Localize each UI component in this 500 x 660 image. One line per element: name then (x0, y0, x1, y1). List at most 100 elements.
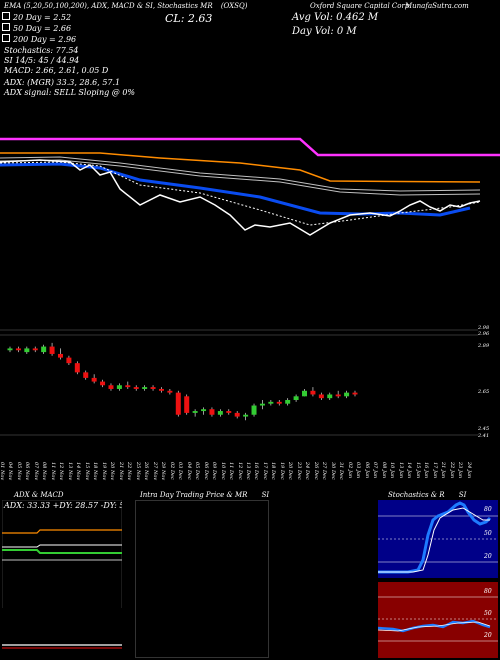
si-tick: 50 (484, 610, 492, 617)
candle-body (192, 411, 198, 413)
candle-body (243, 414, 249, 417)
date-label: 22 Jan (448, 462, 455, 479)
date-label: 14 Jan (406, 462, 413, 479)
date-label: 13 Jan (397, 462, 404, 479)
date-label: 11 Nov (49, 462, 56, 481)
date-label: 23 Dec (295, 462, 302, 480)
candle-body (15, 348, 21, 351)
legend-200: 200 Day = 2.96 (2, 34, 76, 45)
date-label: 06 Jan (363, 462, 370, 479)
date-label: 08 Jan (380, 462, 387, 479)
date-label: 13 Dec (244, 462, 251, 480)
ema-chart (0, 137, 500, 236)
candle-body (158, 388, 164, 391)
candle-body (150, 387, 156, 389)
date-label: 12 Dec (236, 462, 243, 480)
candle-body (318, 394, 324, 399)
adx-panel-title: ADX & MACD (14, 491, 64, 499)
ema50-line (0, 152, 481, 183)
stoch-tick: 80 (484, 506, 492, 513)
date-label: 07 Jan (372, 462, 379, 479)
candlestick-chart: 2.982.96 2.89 2.65 2.452.41 (0, 325, 490, 439)
stochastics-value: Stochastics: 77.54 (4, 46, 79, 55)
si-value: SI 14/5: 45 / 44.94 (4, 56, 80, 65)
stoch-panel-title: Stochastics & R SI (388, 491, 466, 500)
date-label: 10 Jan (389, 462, 396, 479)
si-tick: 80 (484, 588, 492, 595)
intraday-panel (135, 500, 269, 658)
legend-swatch-icon (2, 23, 10, 31)
date-label: 12 Nov (58, 462, 65, 481)
date-label: 24 Dec (304, 462, 311, 480)
candle-body (142, 387, 148, 389)
candle-body (49, 346, 55, 354)
si-signal-line (378, 621, 491, 632)
date-label: 15 Nov (83, 462, 90, 481)
date-label: 18 Nov (92, 462, 99, 481)
price-axis-label: 2.89 (477, 343, 490, 349)
date-label: 26 Nov (143, 462, 150, 481)
date-label: 23 Jan (457, 462, 464, 479)
candle-body (167, 390, 173, 393)
candle-body (344, 392, 350, 397)
date-label: 03 Dec (177, 462, 184, 480)
date-label: 26 Dec (312, 462, 319, 480)
candle-body (310, 390, 316, 395)
avg-vol-label: Avg Vol: 0.462 M (292, 12, 379, 23)
candle-body (91, 377, 97, 382)
chart-company: Oxford Square Capital Corp (310, 2, 410, 10)
date-label: 05 Dec (194, 462, 201, 480)
date-label: 11 Dec (228, 462, 235, 480)
candle-body (108, 385, 114, 389)
candle-body (125, 385, 131, 388)
date-label: 16 Jan (423, 462, 430, 479)
date-label: 03 Jan (355, 462, 362, 479)
stoch-si-panel: 80 50 20 80 50 20 (378, 500, 498, 658)
date-label: 04 Nov (7, 462, 14, 481)
candle-body (57, 353, 63, 358)
date-label: 02 Jan (346, 462, 353, 479)
date-label: 08 Nov (41, 462, 48, 481)
stoch-k-line (378, 501, 492, 574)
candle-body (100, 381, 106, 386)
candle-body (293, 396, 299, 400)
candle-body (226, 411, 232, 413)
candle-body (259, 403, 265, 406)
intraday-panel-title: Intra Day Trading Price & MR SI (140, 491, 270, 500)
adx-value: ADX: (MGR) 33.3, 28.6, 57.1 (4, 78, 121, 87)
ema-legend: 20 Day = 2.52 50 Day = 2.66 200 Day = 2.… (2, 12, 76, 45)
date-label: 06 Dec (202, 462, 209, 480)
date-label: 13 Nov (66, 462, 73, 481)
candle-body (32, 348, 38, 351)
plus-di-line (2, 544, 122, 548)
ema20-line (0, 162, 471, 217)
legend-50: 50 Day = 2.66 (2, 23, 76, 34)
ema5-line (0, 159, 481, 236)
price-axis-label: 2.98 (477, 325, 489, 331)
candle-body (217, 411, 223, 415)
intraday-si-label: SI (261, 491, 270, 499)
si-tick: 20 (483, 632, 492, 639)
date-label: 21 Nov (117, 462, 124, 481)
date-label: 22 Nov (126, 462, 133, 481)
stoch-d-line (378, 507, 490, 573)
candle-body (352, 392, 358, 395)
date-axis: 01 Nov 04 Nov 05 Nov 06 Nov 07 Nov 08 Nov 11 N… (0, 462, 500, 492)
adx-macd-panel: ADX: 33.33 +DY: 28.57 -DY: 57.14 (2, 500, 122, 660)
candle-body (327, 394, 333, 399)
stoch-tick: 20 (483, 553, 492, 560)
date-label: 21 Jan (440, 462, 447, 479)
stoch-tick: 50 (484, 530, 492, 537)
candle-body (116, 385, 122, 389)
candle-body (251, 405, 257, 415)
candle-body (184, 396, 190, 413)
candle-body (74, 363, 80, 373)
minus-di-line (2, 549, 122, 554)
date-label: 14 Nov (75, 462, 82, 481)
adx-signal: ADX signal: SELL Sloping @ 0% (4, 88, 136, 97)
candle-body (7, 348, 13, 351)
date-label: 27 Nov (151, 462, 158, 481)
date-label: 20 Dec (287, 462, 294, 480)
date-label: 25 Nov (134, 462, 141, 481)
date-label: 19 Dec (278, 462, 285, 480)
